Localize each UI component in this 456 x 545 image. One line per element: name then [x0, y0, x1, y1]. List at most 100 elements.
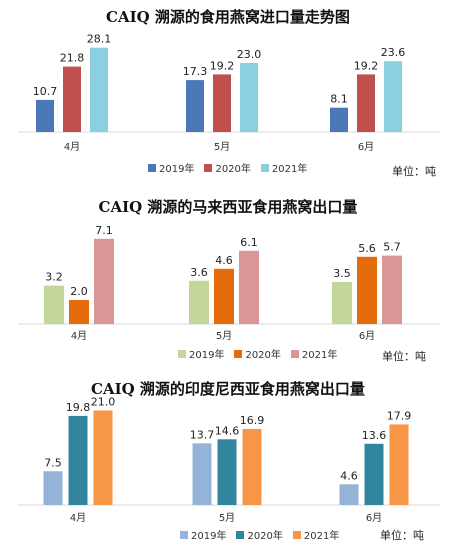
data-label: 4.6 — [340, 469, 358, 482]
legend-label: 2020年 — [247, 531, 283, 542]
data-label: 3.5 — [333, 267, 351, 280]
data-label: 10.7 — [33, 85, 58, 98]
data-label: 3.2 — [45, 271, 63, 284]
legend-label: 2021年 — [301, 350, 338, 361]
legend-label: 2020年 — [215, 164, 251, 175]
data-label: 3.6 — [190, 266, 208, 279]
category-tick-label: 6月 — [366, 512, 382, 524]
data-label: 19.2 — [210, 59, 235, 72]
bar — [332, 282, 352, 324]
chart-plot: 3.2 2.0 7.1 4月 3.6 4.6 6.1 5月 3.5 5.6 5.7 6月 — [18, 224, 440, 342]
legend-label: 2021年 — [303, 531, 340, 542]
data-label: 4.6 — [215, 254, 233, 267]
legend-item: 2020年 — [236, 527, 283, 542]
chart-legend: 2019年 2020年 2021年 — [178, 346, 337, 361]
bar — [69, 300, 89, 324]
data-label: 14.6 — [215, 424, 240, 437]
bar — [43, 471, 63, 505]
chart-title: CAIQ 溯源的印度尼西亚食用燕窝出口量 — [91, 380, 365, 398]
unit-label: 单位：吨 — [382, 350, 426, 363]
bar — [213, 74, 231, 132]
data-label: 5.6 — [358, 242, 376, 255]
chart-panel-malaysia: CAIQ 溯源的马来西亚食用燕窝出口量 3.2 2.0 7.1 4月 3.6 4.6 6.1… — [0, 183, 456, 368]
legend-label: 2019年 — [159, 164, 195, 175]
category-tick-label: 6月 — [358, 141, 374, 153]
bar — [63, 66, 81, 132]
category-tick-label: 4月 — [70, 512, 86, 524]
bar — [357, 74, 375, 132]
bar — [330, 107, 348, 132]
legend-item: 2019年 — [180, 527, 226, 542]
bar — [217, 439, 237, 505]
legend-label: 2019年 — [189, 350, 225, 361]
legend-swatch — [180, 530, 188, 539]
chart-title: CAIQ 溯源的食用燕窝进口量走势图 — [106, 8, 350, 26]
data-label: 28.1 — [87, 33, 112, 46]
bar — [189, 280, 209, 324]
bar — [94, 238, 114, 324]
chart-panel-import: CAIQ 溯源的食用燕窝进口量走势图 10.7 21.8 28.1 4月 17.3 19.… — [0, 0, 456, 180]
data-label: 5.7 — [383, 241, 401, 254]
data-label: 21.0 — [91, 396, 116, 409]
chart-plot: 7.5 19.8 21.0 4月 13.7 14.616.9 5月 4.6 13.617.9 6月 — [18, 396, 440, 524]
category-tick-label: 5月 — [214, 141, 230, 153]
legend-swatch — [234, 349, 243, 358]
bar — [382, 255, 402, 324]
data-label: 2.0 — [70, 285, 88, 298]
legend-item: 2021年 — [292, 527, 340, 542]
category-tick-label: 4月 — [71, 330, 87, 342]
legend-item: 2020年 — [234, 346, 281, 361]
chart-legend: 2019年 2020年 2021年 — [148, 160, 307, 175]
data-label: 6.1 — [240, 236, 258, 249]
legend-swatch — [292, 530, 301, 539]
data-label: 8.1 — [330, 93, 348, 106]
category-tick-label: 5月 — [216, 330, 232, 342]
bar — [93, 410, 113, 505]
bar — [339, 484, 359, 505]
data-label: 19.2 — [354, 59, 379, 72]
bar — [36, 99, 54, 132]
legend-swatch — [204, 163, 213, 172]
data-label: 23.6 — [381, 46, 406, 59]
data-label: 23.0 — [237, 48, 262, 61]
data-label: 17.9 — [387, 409, 412, 422]
data-label: 19.8 — [66, 401, 91, 414]
bar — [239, 250, 259, 324]
bar — [214, 268, 234, 324]
legend-swatch — [148, 163, 156, 172]
legend-label: 2021年 — [271, 164, 308, 175]
legend-label: 2019年 — [191, 531, 227, 542]
data-label: 21.8 — [60, 52, 85, 65]
data-label: 7.1 — [95, 224, 113, 237]
legend-item: 2021年 — [260, 160, 308, 175]
legend-item: 2019年 — [178, 346, 224, 361]
category-tick-label: 4月 — [64, 141, 80, 153]
data-label: 16.9 — [240, 414, 265, 427]
legend-item: 2020年 — [204, 160, 251, 175]
bar — [186, 80, 204, 132]
legend-item: 2021年 — [290, 346, 338, 361]
legend-swatch — [260, 163, 269, 172]
bar — [364, 443, 384, 505]
legend-swatch — [236, 530, 245, 539]
category-tick-label: 5月 — [219, 512, 235, 524]
unit-label: 单位：吨 — [392, 165, 436, 178]
bar — [384, 61, 402, 133]
legend-swatch — [178, 349, 186, 358]
bar — [90, 47, 108, 133]
data-label: 13.6 — [362, 429, 387, 442]
chart-panel-indonesia: CAIQ 溯源的印度尼西亚食用燕窝出口量 7.5 19.8 21.0 4月 13.7 14… — [0, 370, 456, 545]
chart-legend: 2019年 2020年 2021年 — [180, 527, 339, 542]
bar — [44, 285, 64, 324]
data-label: 17.3 — [183, 65, 208, 78]
category-tick-label: 6月 — [359, 330, 375, 342]
data-label: 13.7 — [190, 428, 215, 441]
bar — [68, 415, 88, 505]
chart-title: CAIQ 溯源的马来西亚食用燕窝出口量 — [98, 198, 358, 216]
data-label: 7.5 — [44, 456, 62, 469]
legend-item: 2019年 — [148, 160, 194, 175]
bar — [192, 443, 212, 505]
legend-swatch — [290, 349, 299, 358]
bar — [242, 428, 262, 505]
bar — [389, 424, 409, 505]
